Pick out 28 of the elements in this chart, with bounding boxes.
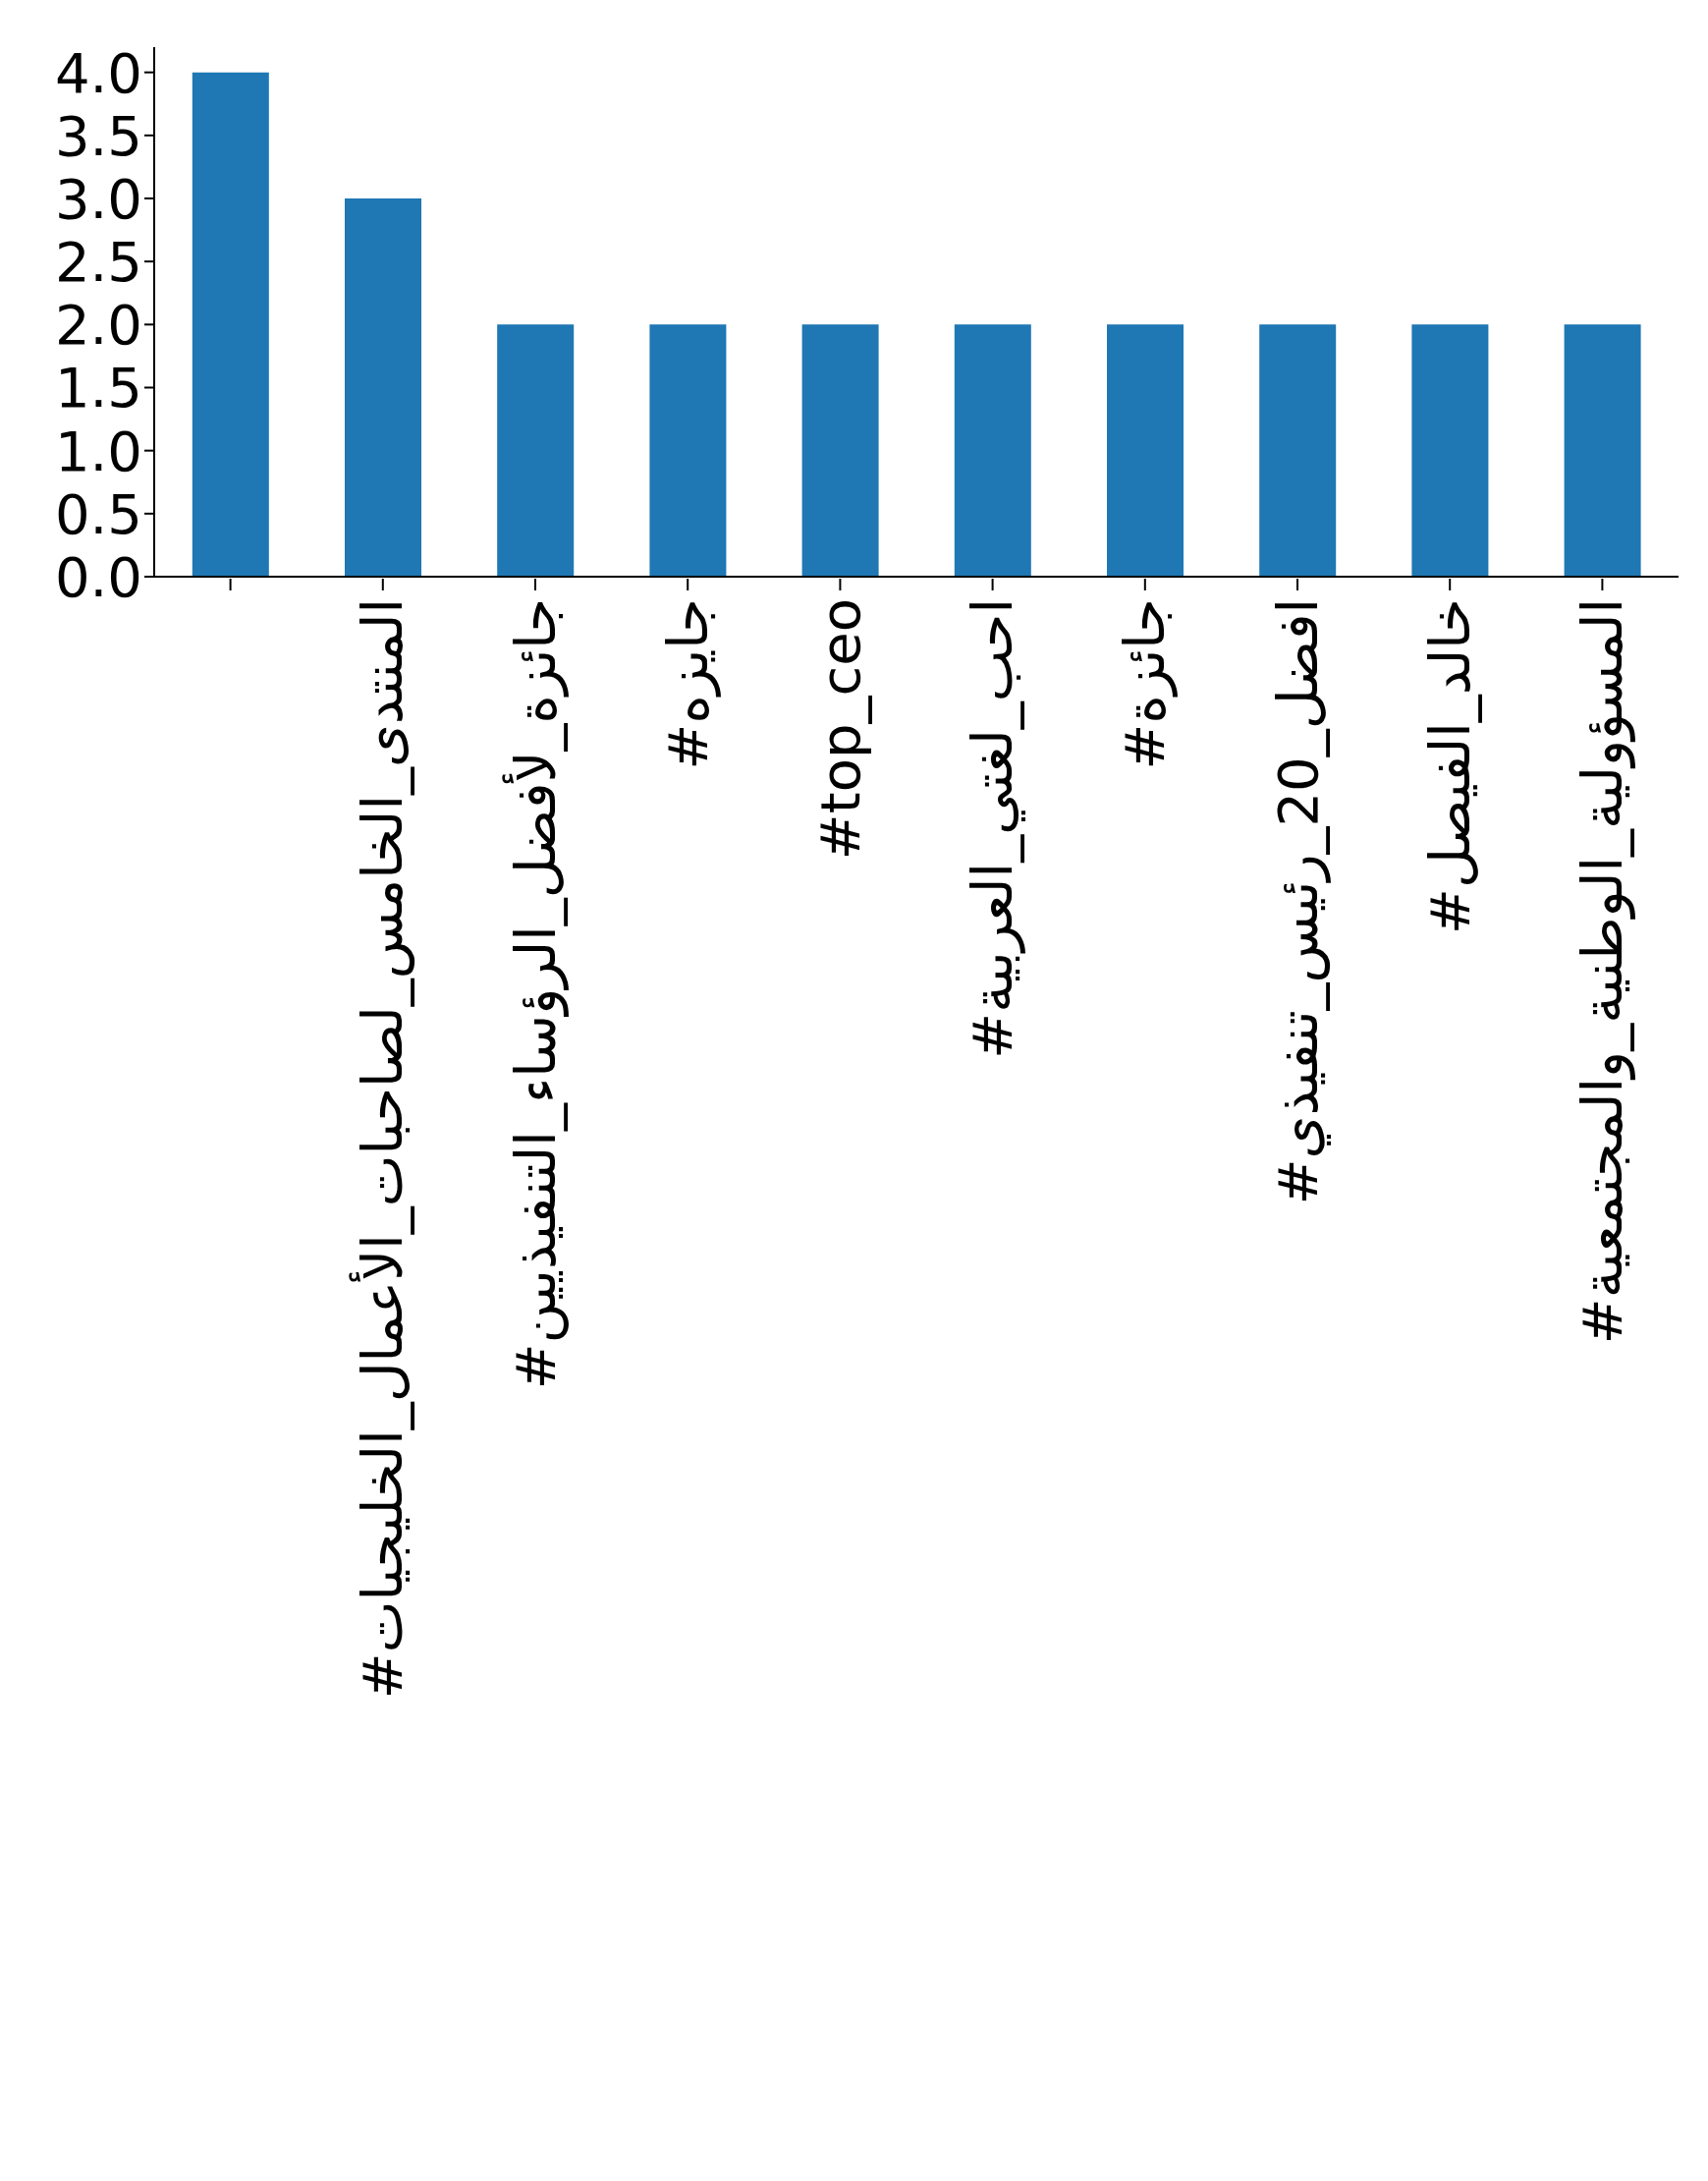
x-tick-label: #جايزه <box>655 598 721 770</box>
bar <box>649 324 727 577</box>
bar <box>1411 324 1489 577</box>
bar <box>1564 324 1641 577</box>
bar <box>345 198 421 577</box>
bar <box>954 324 1031 577</box>
y-tick-label: 3.5 <box>54 103 142 168</box>
y-tick-label: 0.5 <box>54 481 142 546</box>
y-tick-label: 2.5 <box>54 230 142 295</box>
y-tick-label: 4.0 <box>54 40 142 105</box>
y-tick-label: 3.0 <box>54 166 142 231</box>
bar <box>801 324 879 577</box>
x-tick-label: #جائزة_لأفضل_الرؤساء_التنفيذيين <box>501 598 569 1390</box>
x-tick-label: #المنتدى_الخامس_لصاحبات_الأعمال_الخليجيات <box>349 598 416 1700</box>
x-tick-label: #top_ceo <box>808 598 872 861</box>
y-tick-label: 0.0 <box>54 544 142 609</box>
x-tick-label: #افضل_20_رئيس_تنفيذي <box>1265 598 1331 1205</box>
bar <box>192 72 269 577</box>
y-tick-label: 1.5 <box>54 356 142 420</box>
x-tick-label: #جائزة <box>1113 598 1179 770</box>
y-tick-label: 2.0 <box>54 293 142 358</box>
y-tick-label: 1.0 <box>54 419 142 483</box>
x-tick-label: #المسؤولية_الوطنية_والمجتمعية <box>1570 598 1635 1345</box>
bar <box>497 324 575 577</box>
bar <box>1259 324 1337 577</box>
x-tick-label: #احب_لغتي_العربية <box>961 598 1026 1059</box>
x-tick-label: #خالد_الفيصل <box>1417 598 1482 934</box>
bar <box>1107 324 1184 577</box>
